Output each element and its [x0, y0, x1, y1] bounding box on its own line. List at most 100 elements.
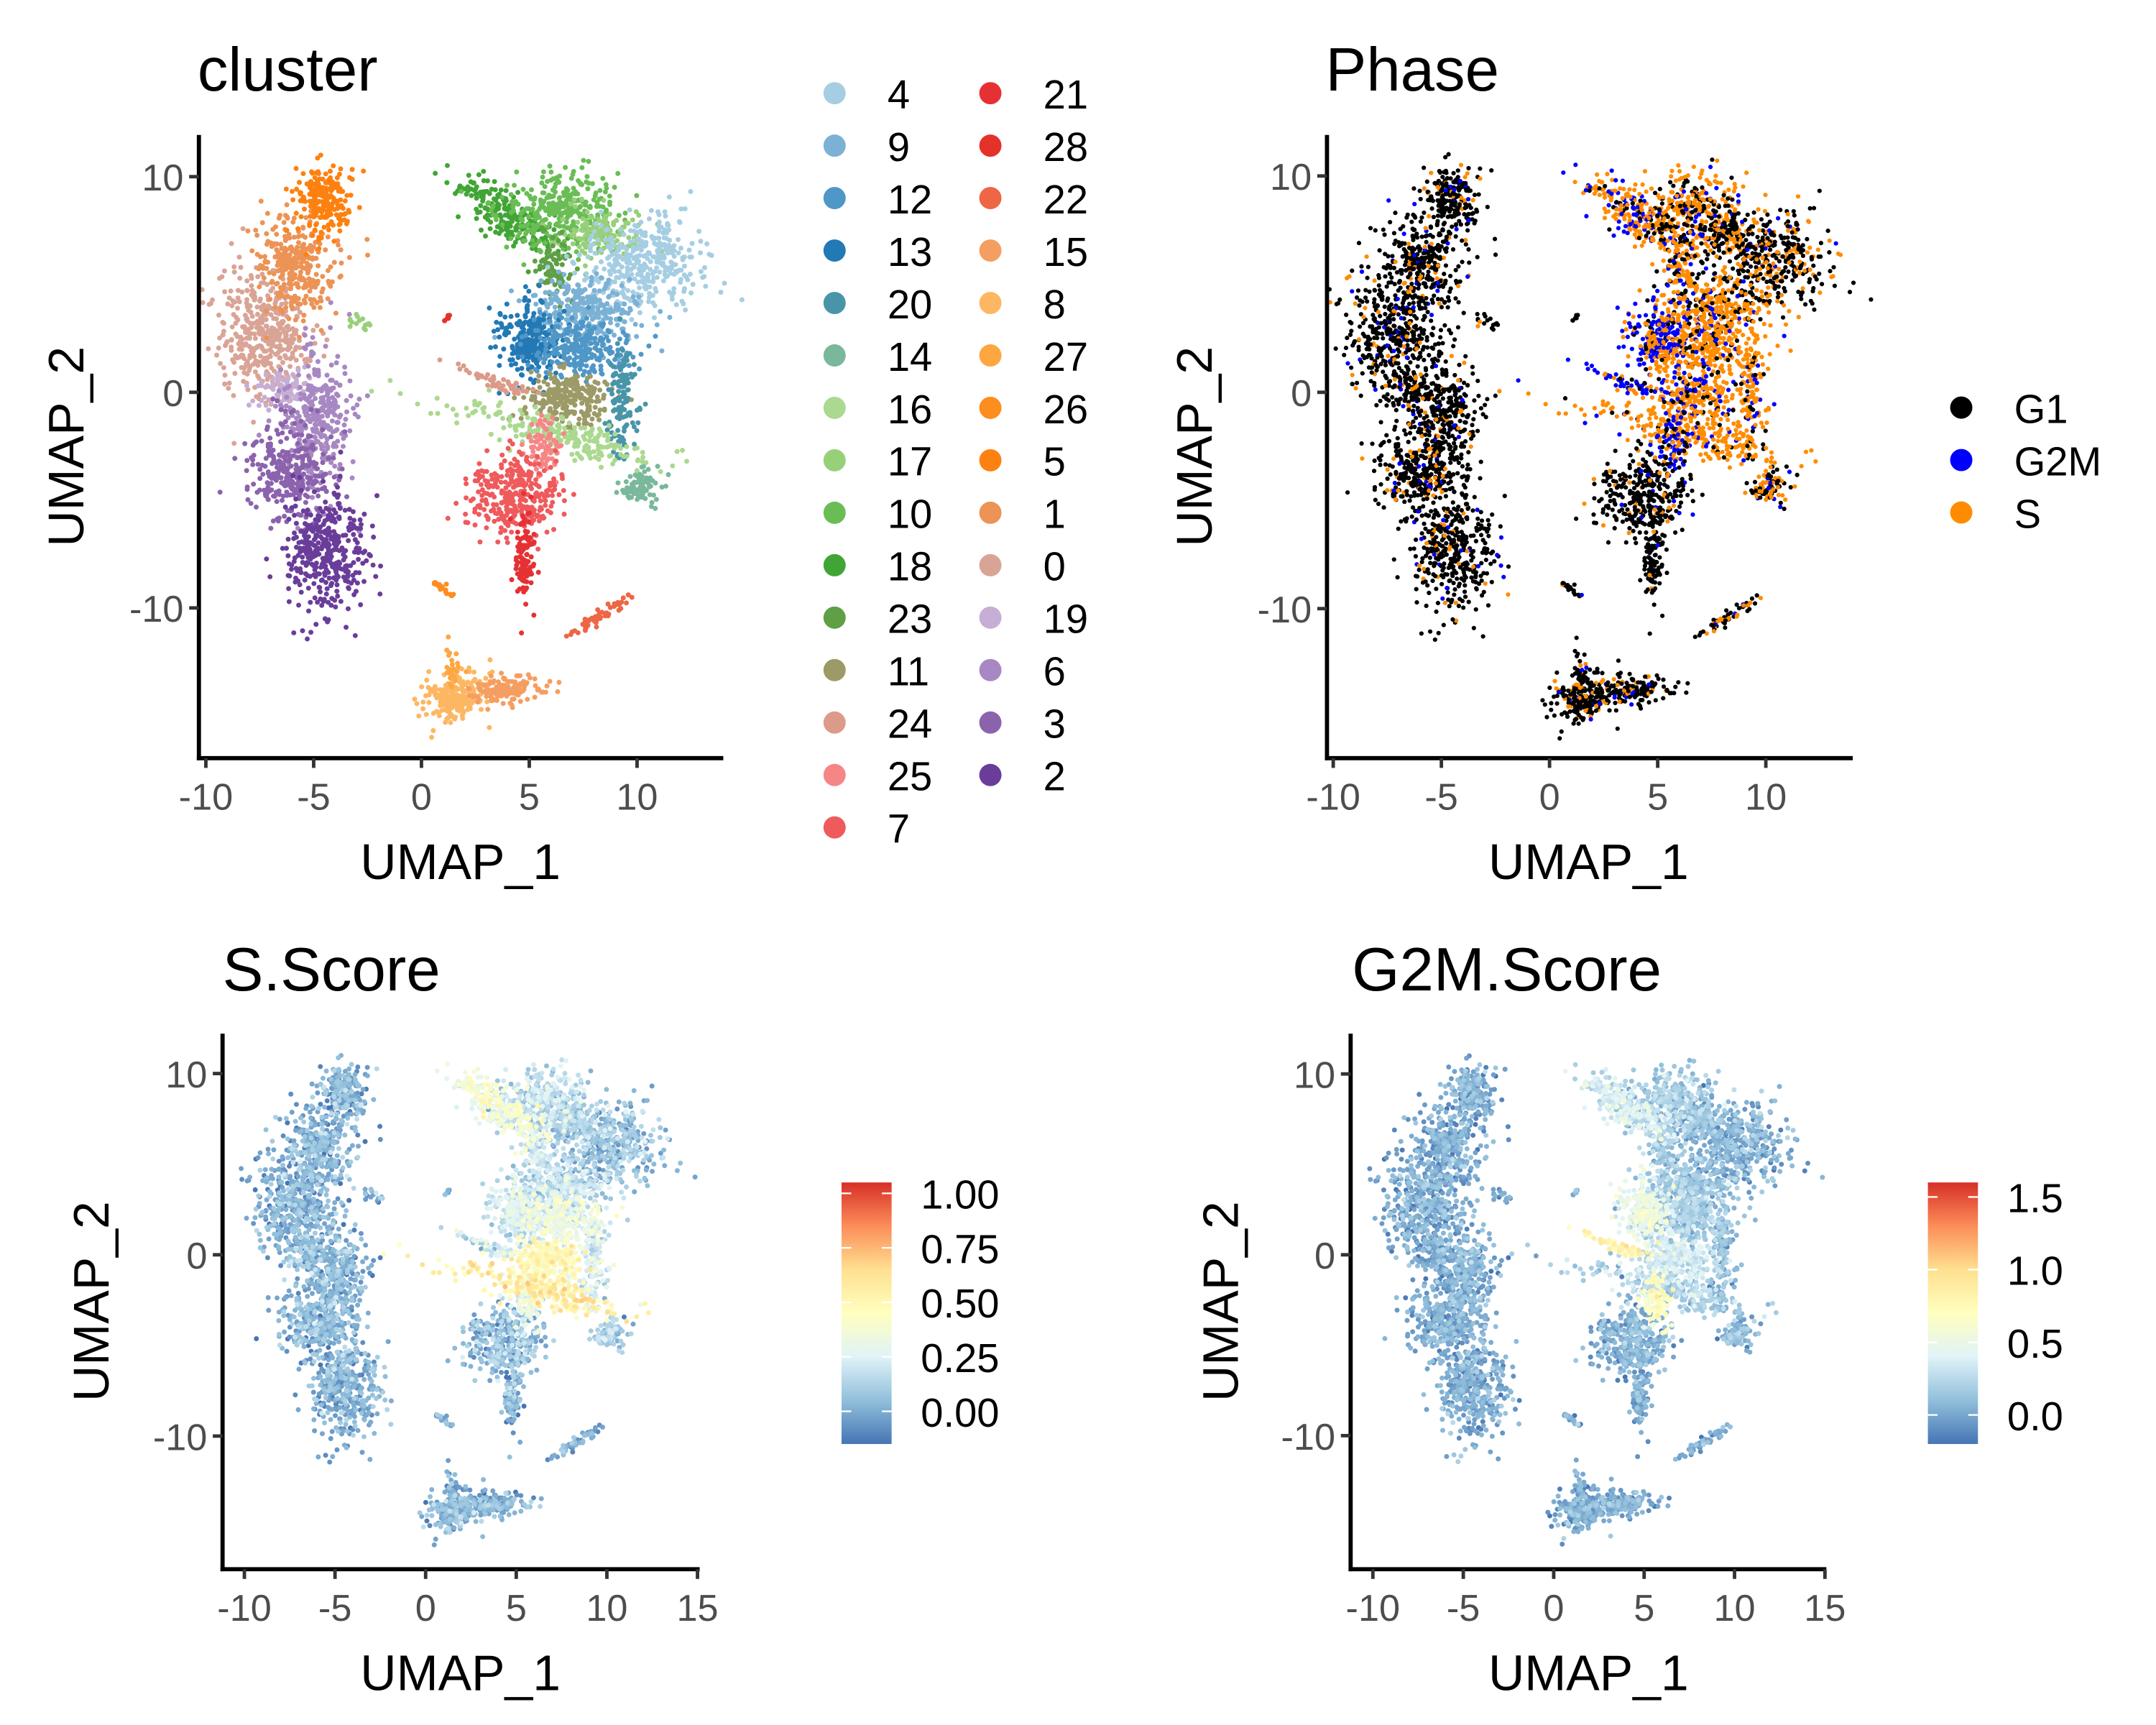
data-point: [275, 328, 280, 334]
data-point: [282, 247, 287, 253]
data-point: [571, 425, 577, 431]
data-point: [303, 293, 309, 299]
data-point: [545, 280, 550, 285]
data-point: [610, 309, 616, 315]
data-point: [264, 356, 270, 362]
data-point: [547, 273, 553, 279]
data-point: [601, 395, 607, 401]
data-point: [315, 155, 321, 161]
data-point: [444, 180, 450, 185]
data-point: [326, 399, 332, 405]
data-point: [665, 472, 671, 477]
data-point: [545, 264, 550, 270]
data-point: [576, 349, 582, 354]
data-point: [587, 243, 593, 249]
data-point: [295, 367, 301, 373]
data-point: [334, 420, 340, 426]
data-point: [318, 295, 323, 300]
data-point: [356, 205, 362, 211]
data-point: [690, 282, 696, 288]
data-point: [315, 408, 321, 414]
data-point: [537, 432, 543, 438]
data-point: [681, 263, 687, 269]
data-point: [610, 364, 616, 369]
data-point: [562, 243, 568, 249]
data-point: [545, 194, 551, 200]
data-point: [295, 301, 301, 307]
data-point: [249, 292, 254, 298]
data-point: [502, 314, 508, 320]
data-point: [530, 448, 536, 454]
data-point: [351, 577, 356, 583]
data-point: [298, 385, 303, 390]
data-point: [308, 213, 313, 219]
data-point: [268, 481, 274, 487]
data-point: [333, 604, 338, 610]
data-point: [284, 202, 290, 208]
data-point: [540, 174, 545, 180]
data-point: [280, 309, 285, 315]
data-point: [586, 323, 591, 328]
data-point: [548, 339, 554, 344]
data-point: [614, 353, 619, 359]
data-point: [668, 270, 673, 276]
data-point: [484, 501, 489, 507]
data-point: [580, 216, 586, 221]
data-point: [653, 497, 659, 502]
data-point: [574, 379, 580, 385]
data-point: [531, 201, 537, 207]
data-point: [578, 320, 584, 326]
data-point: [248, 310, 254, 315]
data-point: [599, 453, 604, 458]
data-point: [668, 259, 674, 265]
data-point: [298, 270, 303, 275]
data-point: [351, 592, 357, 597]
data-point: [210, 297, 216, 303]
data-point: [328, 300, 333, 305]
data-point: [298, 277, 304, 282]
data-point: [236, 254, 242, 260]
data-point: [585, 254, 591, 259]
data-point: [265, 444, 271, 450]
data-point: [501, 346, 507, 352]
data-point: [499, 324, 505, 330]
data-point: [313, 184, 318, 190]
data-point: [459, 188, 464, 194]
data-point: [301, 345, 307, 351]
data-point: [315, 493, 321, 499]
data-point: [540, 169, 546, 175]
data-point: [515, 190, 521, 196]
data-point: [354, 546, 359, 552]
data-point: [222, 289, 228, 295]
data-point: [222, 381, 228, 387]
data-point: [295, 226, 301, 231]
data-point: [542, 338, 548, 344]
data-point: [278, 367, 284, 372]
data-point: [288, 286, 293, 292]
data-point: [313, 479, 319, 484]
data-point: [587, 205, 593, 211]
data-point: [601, 198, 607, 203]
data-point: [535, 446, 541, 451]
data-point: [640, 459, 645, 464]
data-point: [262, 491, 268, 497]
data-point: [625, 310, 631, 316]
data-point: [263, 317, 269, 323]
data-point: [487, 387, 492, 393]
data-point: [315, 281, 320, 287]
data-point: [585, 347, 591, 353]
data-point: [225, 301, 231, 307]
data-point: [300, 258, 306, 264]
data-point: [626, 363, 632, 369]
data-point: [530, 222, 536, 228]
data-point: [575, 282, 581, 288]
data-point: [509, 216, 515, 222]
data-point: [331, 196, 336, 201]
data-point: [680, 257, 686, 262]
data-point: [291, 295, 297, 301]
data-point: [334, 589, 340, 594]
data-point: [284, 324, 290, 330]
data-point: [547, 163, 553, 169]
data-point: [329, 279, 335, 285]
data-point: [596, 203, 602, 209]
